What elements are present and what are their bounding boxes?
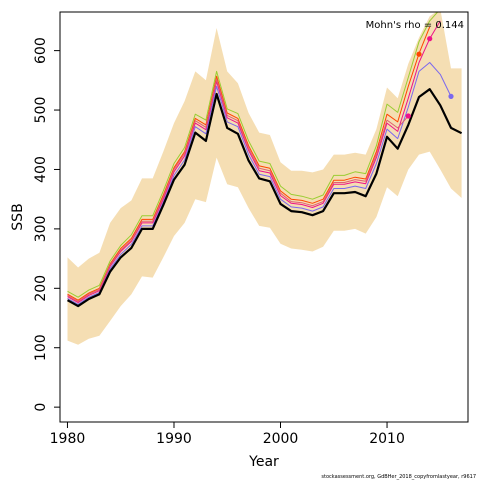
y-tick-label: 0 <box>33 403 49 412</box>
retro-endpoint-2013 <box>416 51 422 57</box>
x-axis-title: Year <box>248 454 279 470</box>
plot-frame <box>59 11 469 423</box>
y-tick-label: 500 <box>33 97 49 124</box>
ssb-retro-line-5 <box>67 78 409 302</box>
ssb-retro-line-3 <box>67 26 431 301</box>
endpoint-layer <box>405 36 454 119</box>
x-tick-label: 2000 <box>263 431 299 447</box>
retro-endpoint-2014 <box>427 36 433 42</box>
y-axis-title: SSB <box>10 203 26 230</box>
y-tick-label: 600 <box>33 37 49 64</box>
ssb-base-line <box>66 88 463 308</box>
y-tick-label: 400 <box>33 156 49 183</box>
ssb-retro-line-1 <box>67 62 452 305</box>
ssb-retro-line-2 <box>67 20 441 304</box>
footer-note: stockassessment.org, GdBHer_2018_copyfro… <box>321 474 476 480</box>
y-tick-label: 100 <box>33 334 49 361</box>
x-axis: 1980 1990 2000 2010 <box>50 422 405 447</box>
mohns-rho-annotation: Mohn's rho = 0.144 <box>366 20 464 31</box>
retro-endpoint-2012 <box>405 113 411 119</box>
x-tick-label: 2010 <box>369 431 405 447</box>
series-layer <box>66 12 463 308</box>
x-tick-label: 1990 <box>156 431 192 447</box>
y-tick-label: 200 <box>33 275 49 302</box>
confidence-band-layer <box>67 12 462 345</box>
y-tick-label: 300 <box>33 216 49 243</box>
retro-endpoint-2016 <box>448 93 454 99</box>
ssb-retro-line-4 <box>67 12 439 298</box>
x-tick-label: 1980 <box>50 431 86 447</box>
confidence-band <box>67 12 462 345</box>
y-axis: 0 100 200 300 400 500 600 <box>33 37 60 412</box>
